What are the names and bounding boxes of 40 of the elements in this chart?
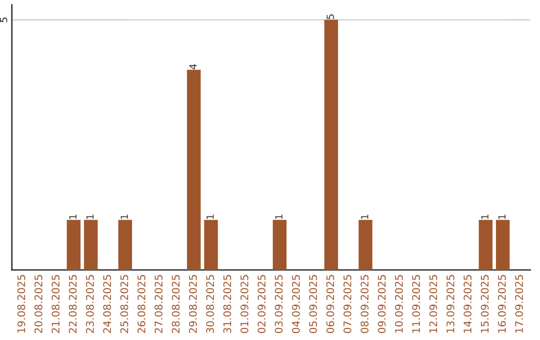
x-tick-label: 17.09.2025 (515, 275, 524, 333)
data-label: 1 (120, 214, 128, 219)
x-tick-label: 03.09.2025 (274, 275, 283, 334)
x-tick-label: 26.08.2025 (137, 275, 146, 334)
x-tick-label: 29.08.2025 (188, 275, 197, 334)
data-label: 1 (361, 214, 368, 219)
x-tick-label: 06.09.2025 (326, 275, 334, 334)
x-tick-label: 04.09.2025 (292, 275, 300, 334)
x-tick-label: 23.08.2025 (86, 275, 94, 334)
x-tick-label: 25.08.2025 (120, 275, 128, 334)
x-tick-label: 20.08.2025 (34, 275, 42, 334)
x-tick-label: 16.09.2025 (498, 275, 506, 333)
x-tick-label: 01.09.2025 (240, 275, 248, 334)
x-tick-label: 13.09.2025 (446, 275, 454, 333)
x-tick-label: 30.08.2025 (206, 275, 214, 333)
x-tick-label: 14.09.2025 (464, 275, 472, 333)
data-label: 5 (326, 14, 334, 20)
x-tick-label: 28.08.2025 (172, 275, 180, 334)
data-label: 1 (69, 214, 76, 219)
x-tick-label: 09.09.2025 (378, 275, 386, 334)
x-tick-label: 12.09.2025 (429, 275, 438, 333)
x-tick-label: 22.08.2025 (68, 275, 77, 334)
data-label: 4 (189, 64, 197, 70)
x-tick-label: 19.08.2025 (17, 275, 26, 333)
x-tick-label: 15.09.2025 (480, 275, 489, 333)
data-label: 1 (86, 214, 94, 219)
x-tick-label: 02.09.2025 (258, 275, 266, 334)
x-tick-label: 05.09.2025 (309, 275, 318, 334)
x-tick-label: 11.09.2025 (412, 275, 420, 333)
x-tick-label: 08.09.2025 (360, 275, 369, 334)
x-tick-label: 21.08.2025 (52, 275, 60, 334)
data-label: 1 (275, 214, 282, 219)
x-tick-label: 31.08.2025 (223, 275, 232, 333)
x-tick-label: 24.08.2025 (103, 275, 112, 334)
data-label: 1 (206, 214, 214, 219)
data-label: 1 (498, 214, 506, 219)
x-tick-label: 27.08.2025 (154, 275, 163, 334)
x-tick-label: 07.09.2025 (343, 275, 352, 334)
x-tick-label: 10.09.2025 (394, 275, 403, 333)
data-label: 1 (481, 214, 488, 219)
